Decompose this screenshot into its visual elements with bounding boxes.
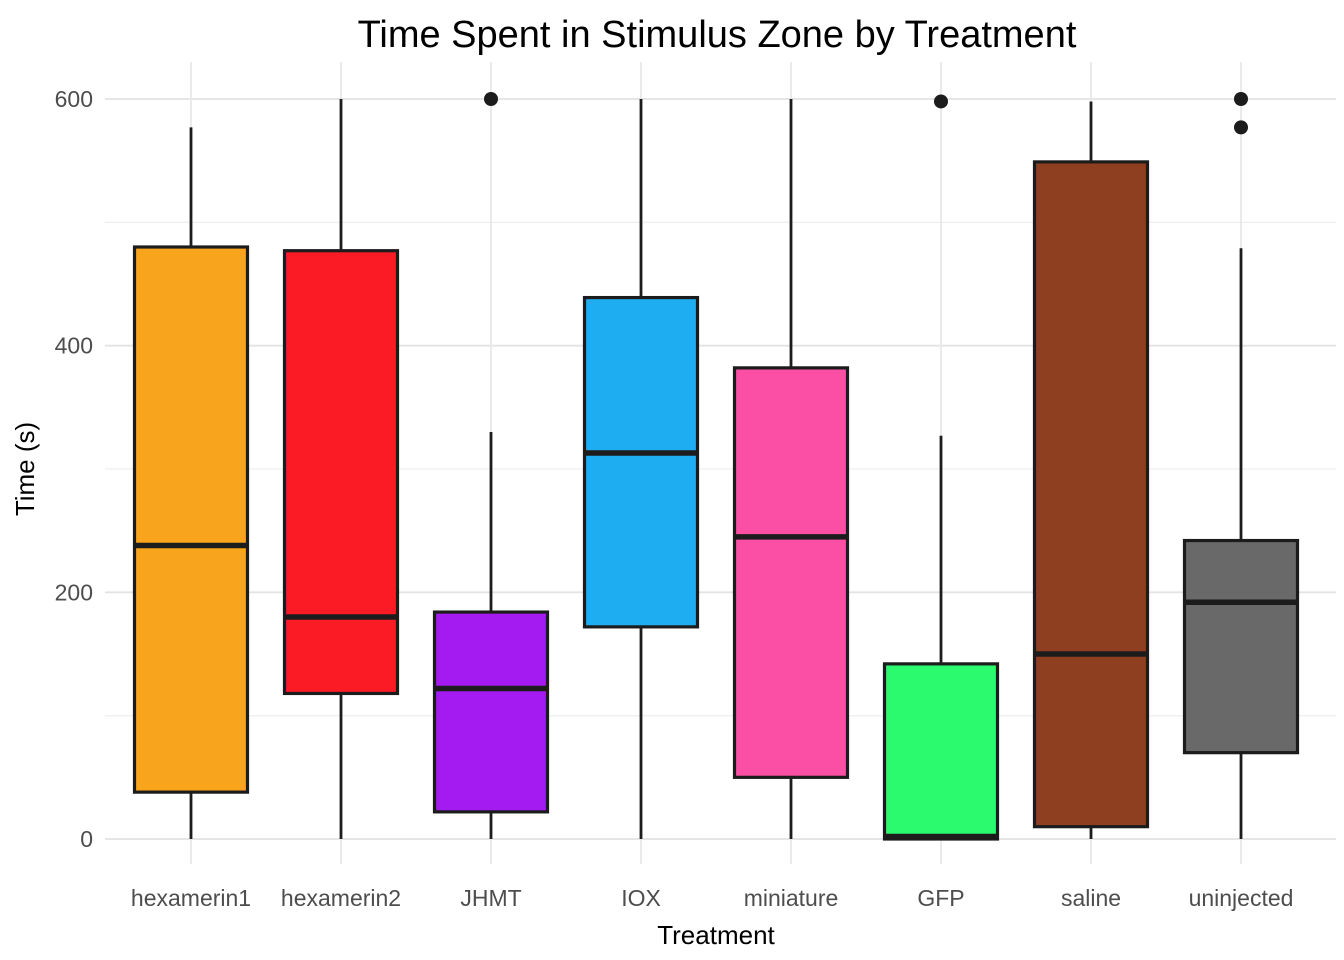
box <box>582 295 700 629</box>
box-group-hexamerin2 <box>282 99 400 839</box>
box-group-uninjected <box>1182 92 1300 839</box>
box <box>1182 538 1300 755</box>
outlier-point <box>484 92 498 106</box>
x-axis-title: Treatment <box>657 920 775 950</box>
x-tick-label: hexamerin1 <box>131 885 251 911</box>
x-tick-label: uninjected <box>1189 885 1294 911</box>
outlier-point <box>1234 92 1248 106</box>
x-tick-label: GFP <box>917 885 964 911</box>
y-tick-label: 0 <box>80 826 93 852</box>
box-group-saline <box>1032 101 1150 839</box>
box <box>1032 160 1150 829</box>
axis-tick-labels: 0 200 400 600 hexamerin1 hexamerin2 JHMT IOX min… <box>55 86 1294 911</box>
box-group-hexamerin1 <box>132 127 250 839</box>
outlier-point <box>934 94 948 109</box>
box <box>732 366 850 779</box>
x-tick-label: miniature <box>744 885 839 911</box>
y-axis-title: Time (s) <box>10 422 40 516</box>
x-tick-label: IOX <box>621 885 661 911</box>
box <box>132 245 250 794</box>
y-tick-label: 400 <box>55 333 93 359</box>
x-tick-label: saline <box>1061 885 1121 911</box>
x-tick-label: hexamerin2 <box>281 885 401 911</box>
box-group-JHMT <box>432 92 550 839</box>
outlier-point <box>1234 120 1248 135</box>
x-tick-label: JHMT <box>460 885 521 911</box>
chart-title: Time Spent in Stimulus Zone by Treatment <box>358 14 1077 56</box>
box-group-IOX <box>582 99 700 839</box>
y-tick-label: 200 <box>55 579 93 605</box>
boxes <box>132 92 1300 841</box>
box <box>282 249 400 696</box>
box-group-GFP <box>882 94 1000 841</box>
box <box>432 610 550 814</box>
y-tick-label: 600 <box>55 86 93 112</box>
box <box>882 662 1000 841</box>
box-group-miniature <box>732 99 850 839</box>
